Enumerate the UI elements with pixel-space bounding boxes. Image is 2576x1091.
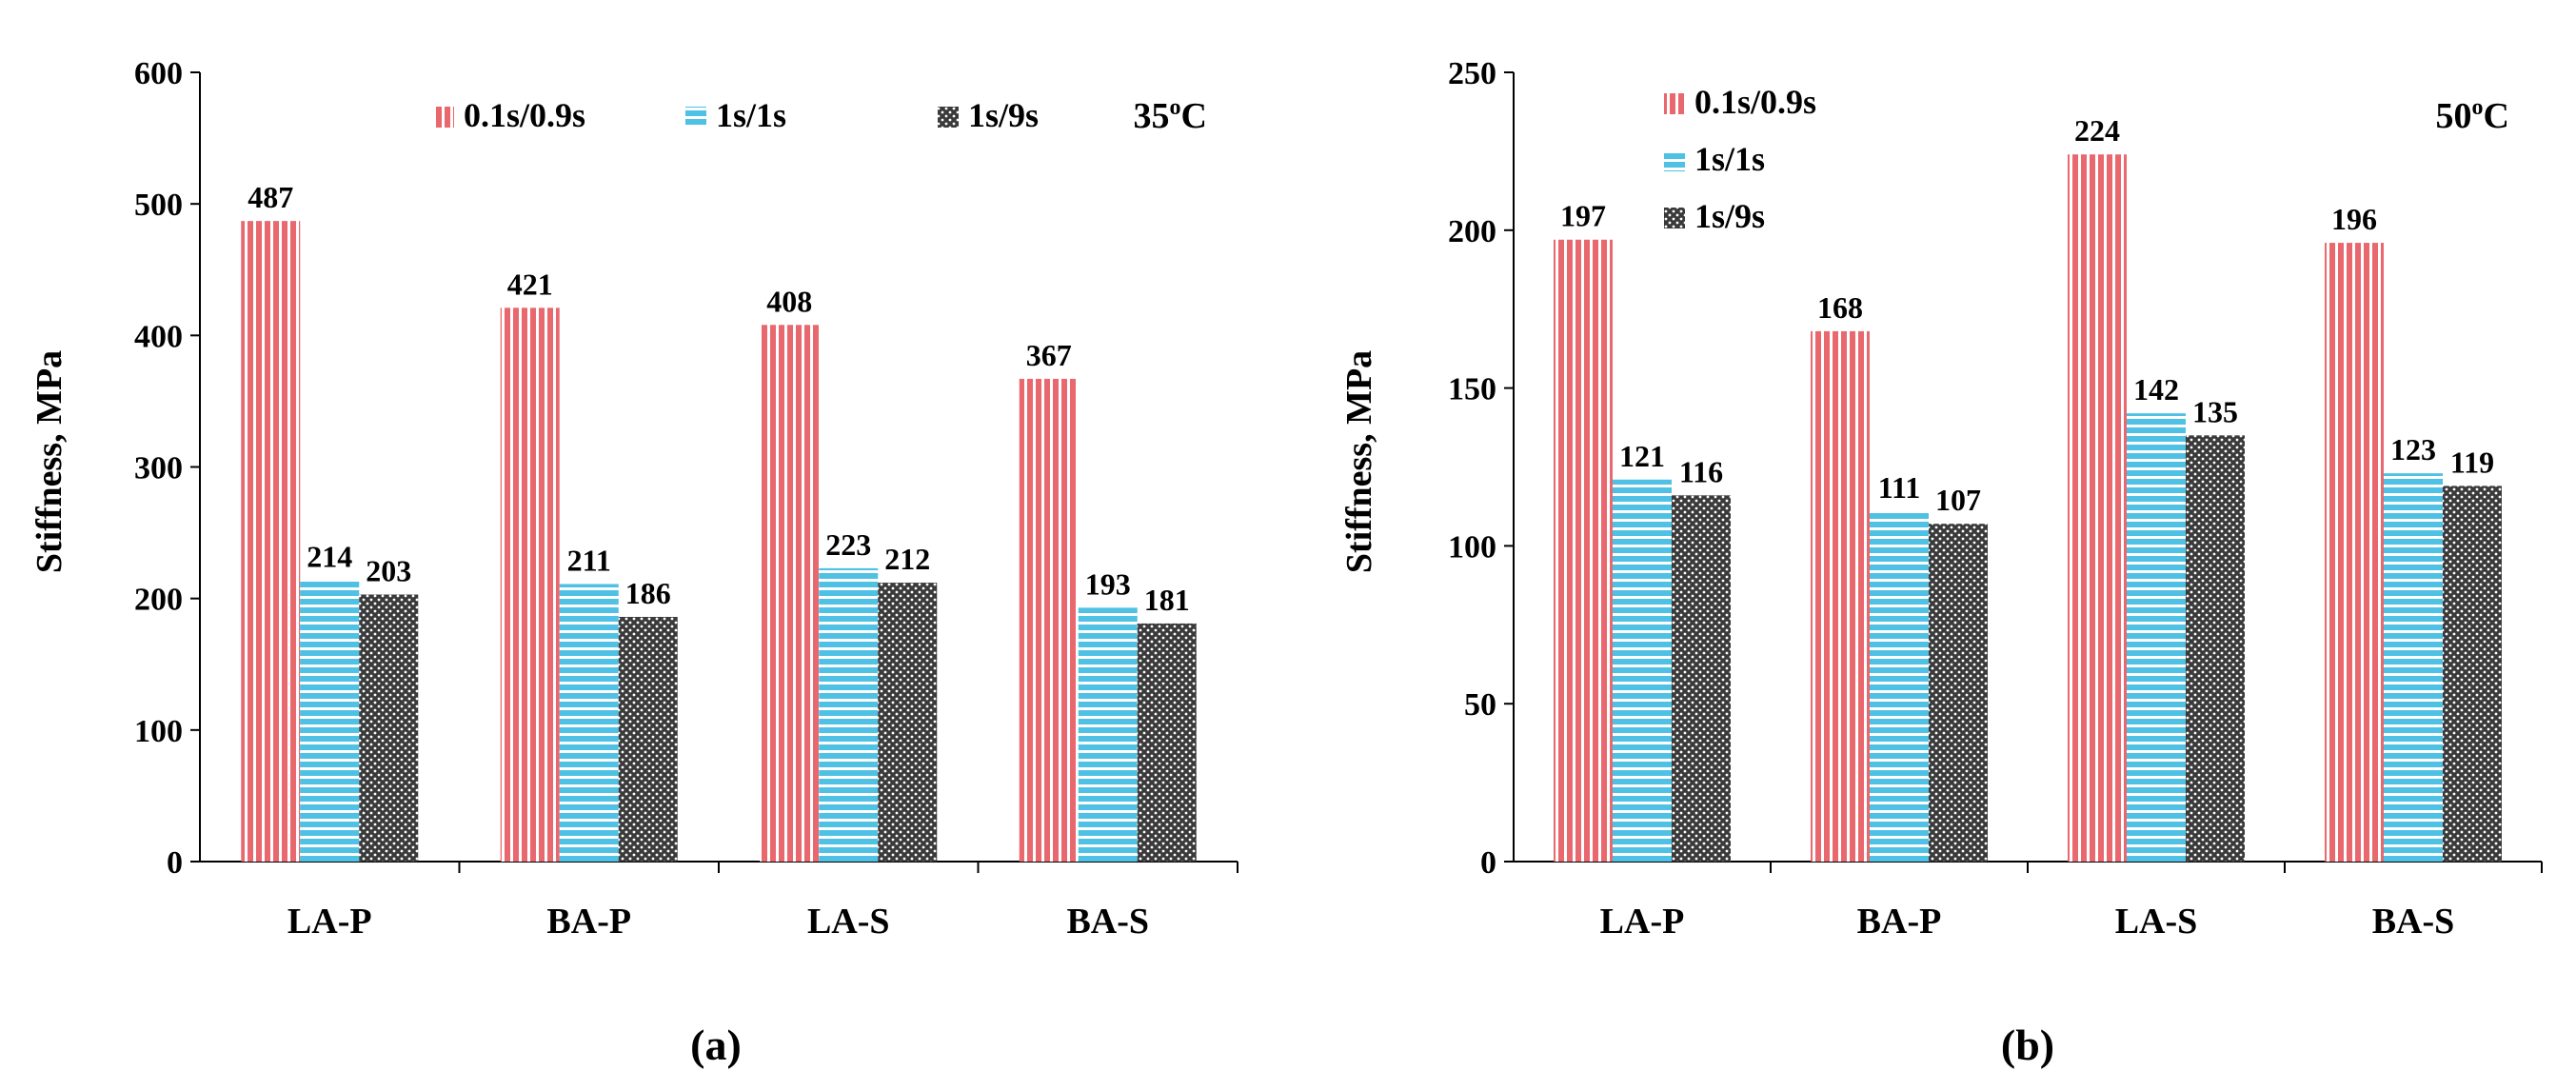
data-label: 211 <box>567 543 611 577</box>
bar-1s-1s-la-p <box>1613 479 1672 862</box>
y-tick-label: 0 <box>1480 845 1496 881</box>
legend: 0.1s/0.9s 1s/1s 1s/9s <box>1664 83 1816 235</box>
y-tick-label: 250 <box>1448 56 1496 91</box>
panel-label: (b) <box>2001 1021 2054 1069</box>
chart-panel-b: 0 50 100 150 200 250 LA-P 197 121 116 BA-P 168 111 10… <box>1339 56 2543 1069</box>
y-axis-label: Stiffness, MPa <box>30 350 69 573</box>
data-label: 421 <box>507 267 553 301</box>
bar-1s-1s-ba-s <box>1078 607 1138 862</box>
x-tick-label: BA-P <box>546 902 631 942</box>
data-label: 181 <box>1144 583 1190 617</box>
bar-1s-1s-la-s <box>2127 413 2186 862</box>
legend-label: 1s/9s <box>1694 197 1765 235</box>
plot-area: 0 50 100 150 200 250 LA-P 197 121 116 BA-P 168 111 10… <box>1448 56 2543 942</box>
temperature-annotation: 35oC <box>1134 95 1207 136</box>
y-tick-label: 600 <box>134 56 183 91</box>
y-tick-label: 100 <box>1448 529 1496 565</box>
data-label: 119 <box>2450 445 2494 479</box>
data-label: 224 <box>2074 113 2120 148</box>
data-label: 487 <box>248 180 293 214</box>
bar-1s-1s-la-p <box>300 580 360 862</box>
legend-label: 1s/9s <box>968 96 1039 134</box>
data-label: 186 <box>625 576 671 610</box>
y-tick-label: 150 <box>1448 372 1496 407</box>
data-label: 197 <box>1560 199 1606 233</box>
x-tick-label: BA-S <box>1066 902 1149 942</box>
data-label: 223 <box>825 527 871 562</box>
bar-0-1s-0-9s-ba-s <box>2325 243 2384 863</box>
data-label: 111 <box>1878 470 1920 505</box>
bar-0-1s-0-9s-ba-p <box>1811 330 1870 862</box>
bar-1s-9s-ba-s <box>2443 486 2502 862</box>
bar-1s-1s-ba-p <box>1870 510 1929 862</box>
bar-0-1s-0-9s-la-s <box>760 325 820 862</box>
bar-1s-1s-ba-p <box>559 584 619 862</box>
x-tick-label: LA-S <box>807 902 890 942</box>
bar-1s-9s-la-s <box>878 583 938 862</box>
x-tick-label: LA-P <box>1600 902 1685 942</box>
y-tick-label: 500 <box>134 188 183 223</box>
temperature-annotation: 50oC <box>2436 95 2509 136</box>
legend-label: 1s/1s <box>1694 140 1765 178</box>
legend-swatch <box>1664 93 1685 114</box>
data-label: 408 <box>766 284 812 318</box>
legend-swatch <box>685 107 706 128</box>
bar-0-1s-0-9s-ba-p <box>500 307 560 862</box>
y-tick-label: 200 <box>134 583 183 618</box>
y-tick-label: 300 <box>134 451 183 486</box>
data-label: 142 <box>2133 372 2179 407</box>
plot-area: 0 100 200 300 400 500 600 LA-P 487 214 203 BA-P 421 2… <box>134 56 1238 942</box>
legend-label: 1s/1s <box>716 96 786 134</box>
bar-1s-9s-ba-s <box>1137 623 1197 862</box>
data-label: 135 <box>2192 394 2238 428</box>
bar-1s-9s-ba-p <box>1929 524 1988 862</box>
legend-swatch <box>938 107 959 128</box>
bar-1s-1s-ba-s <box>2384 473 2443 862</box>
y-tick-label: 50 <box>1464 687 1496 723</box>
x-tick-label: BA-P <box>1857 902 1942 942</box>
legend: 0.1s/0.9s 1s/1s 1s/9s <box>433 96 1039 134</box>
x-tick-label: LA-S <box>2115 902 2198 942</box>
y-tick-label: 400 <box>134 319 183 354</box>
legend-swatch <box>1664 150 1685 171</box>
bar-1s-9s-la-p <box>359 594 419 862</box>
data-label: 203 <box>366 554 411 588</box>
data-label: 367 <box>1026 338 1072 372</box>
x-tick-label: LA-P <box>287 902 372 942</box>
legend-swatch <box>1664 208 1685 228</box>
bar-1s-9s-ba-p <box>618 617 678 862</box>
legend-label: 0.1s/0.9s <box>464 96 585 134</box>
y-tick-label: 100 <box>134 714 183 749</box>
y-tick-label: 0 <box>167 845 183 881</box>
bar-0-1s-0-9s-ba-s <box>1019 378 1079 862</box>
data-label: 121 <box>1619 439 1665 473</box>
panel-label: (a) <box>690 1021 742 1069</box>
bar-1s-9s-la-p <box>1672 495 1731 862</box>
data-label: 116 <box>1679 454 1723 488</box>
data-label: 107 <box>1935 483 1981 517</box>
y-axis-label: Stiffness, MPa <box>1339 350 1379 573</box>
bar-0-1s-0-9s-la-p <box>1554 239 1613 863</box>
legend-swatch <box>433 107 454 128</box>
bar-0-1s-0-9s-la-s <box>2068 154 2127 862</box>
data-label: 196 <box>2331 202 2377 236</box>
bar-0-1s-0-9s-la-p <box>241 221 301 863</box>
data-label: 168 <box>1817 290 1863 325</box>
chart-panel-a: 0 100 200 300 400 500 600 LA-P 487 214 203 BA-P 421 2… <box>30 56 1238 1069</box>
data-label: 214 <box>307 539 352 573</box>
y-tick-label: 200 <box>1448 214 1496 249</box>
bar-1s-9s-la-s <box>2186 435 2245 862</box>
bar-1s-1s-la-s <box>819 567 879 862</box>
data-label: 193 <box>1085 566 1131 601</box>
data-label: 123 <box>2390 432 2436 466</box>
x-tick-label: BA-S <box>2372 902 2455 942</box>
data-label: 212 <box>884 542 930 576</box>
legend-label: 0.1s/0.9s <box>1694 83 1816 121</box>
